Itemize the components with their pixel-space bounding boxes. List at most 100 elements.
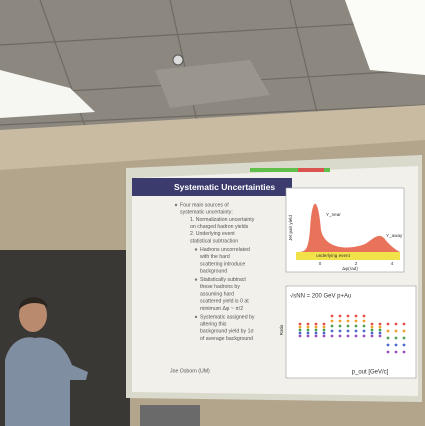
ratio-point — [371, 326, 374, 329]
desk — [140, 405, 200, 426]
ratio-point — [347, 335, 350, 338]
bullet-text: scattered yield is 0 at — [200, 299, 249, 305]
ratio-point — [315, 332, 318, 335]
ratio-point — [363, 325, 366, 328]
ratio-point — [339, 330, 342, 333]
bullet-text: minimum Δφ ~ π/2 — [200, 306, 243, 312]
ratio-point — [371, 329, 374, 332]
bullet-text: with the hard — [200, 254, 230, 260]
ratio-point — [387, 330, 390, 333]
ratio-point — [355, 325, 358, 328]
ratio-point — [347, 320, 350, 323]
bullet-text: 2. Underlying event — [190, 231, 235, 237]
ratio-point — [331, 330, 334, 333]
ratio-point — [395, 351, 398, 354]
scene: Systematic Uncertainties Four main sourc… — [0, 0, 425, 426]
ratio-point — [379, 323, 382, 326]
axis-label: Ratio — [279, 324, 284, 335]
bullet-text: Statistically subtract — [200, 277, 246, 283]
bullet-dot — [175, 204, 177, 206]
ratio-point — [387, 323, 390, 326]
ratio-point — [363, 335, 366, 338]
ratio-point — [307, 326, 310, 329]
plot-header: √sNN = 200 GeV p+Au — [290, 293, 351, 300]
ratio-point — [323, 326, 326, 329]
ratio-point — [395, 344, 398, 347]
bullet-text: statistical subtraction — [190, 238, 238, 244]
bullet-text: assuming hard — [200, 291, 234, 297]
ratio-point — [299, 326, 302, 329]
band-label: underlying event — [316, 253, 350, 258]
ratio-point — [387, 337, 390, 340]
ratio-point — [331, 325, 334, 328]
ratio-point — [403, 323, 406, 326]
axis-label: Δφ(rad) — [342, 266, 358, 271]
bullet-text: Four main sources of — [180, 202, 229, 208]
sprinkler — [173, 55, 183, 65]
ratio-point — [355, 330, 358, 333]
ratio-point — [323, 335, 326, 338]
ratio-point — [355, 315, 358, 318]
ratio-point — [403, 337, 406, 340]
ratio-point — [339, 325, 342, 328]
ratio-point — [395, 323, 398, 326]
tick-label: 0 — [319, 261, 322, 266]
ratio-point — [339, 335, 342, 338]
ratio-point — [331, 335, 334, 338]
bullet-text: these hadrons by — [200, 284, 240, 290]
axis-label: Jet pair yield — [288, 215, 293, 241]
axis-label: p_out [GeV/c] — [352, 370, 389, 376]
ratio-point — [299, 335, 302, 338]
ratio-point — [331, 315, 334, 318]
ratio-point — [339, 320, 342, 323]
bullet-text: background — [200, 268, 227, 274]
bullet-text: background yield by 1σ — [200, 329, 254, 335]
bullet-text: Hadrons uncorrelated — [200, 247, 250, 253]
bullet-dot — [195, 248, 197, 250]
ratio-point — [315, 323, 318, 326]
bullet-text: on charged hadron yields — [190, 224, 249, 230]
ratio-point — [347, 325, 350, 328]
ratio-point — [395, 330, 398, 333]
ratio-point — [355, 335, 358, 338]
ratio-point — [371, 323, 374, 326]
ratio-point — [315, 335, 318, 338]
ratio-point — [371, 335, 374, 338]
bullet-dot — [195, 316, 197, 318]
ratio-point — [347, 315, 350, 318]
ratio-point — [403, 351, 406, 354]
ratio-point — [379, 326, 382, 329]
ratio-point — [355, 320, 358, 323]
bullet-text: altering this — [200, 321, 227, 327]
ratio-point — [331, 320, 334, 323]
bullet-text: 1. Normalization uncertainty — [190, 217, 255, 223]
ratio-point — [363, 330, 366, 333]
ratio-point — [363, 320, 366, 323]
ratio-point — [307, 332, 310, 335]
ratio-point — [299, 329, 302, 332]
ratio-point — [387, 351, 390, 354]
ratio-point — [315, 326, 318, 329]
ratio-point — [323, 332, 326, 335]
bullet-text: Systematic assigned by — [200, 314, 255, 320]
bullet-text: systematic uncertainty: — [180, 210, 233, 216]
peak-label: Y_away — [386, 233, 403, 238]
ratio-point — [315, 329, 318, 332]
peak-label: Y_near — [326, 212, 341, 217]
bullet-text: scattering introduce — [200, 261, 245, 267]
bullet-text: of average background — [200, 336, 253, 342]
ratio-point — [307, 335, 310, 338]
ratio-point — [371, 332, 374, 335]
tick-label: 4 — [391, 261, 394, 266]
ratio-point — [299, 323, 302, 326]
slide-footer: Joe Osborn (UM) — [170, 368, 210, 374]
ratio-point — [347, 330, 350, 333]
ratio-point — [307, 329, 310, 332]
ratio-point — [339, 315, 342, 318]
ratio-point — [395, 337, 398, 340]
ratio-point — [379, 332, 382, 335]
ratio-point — [363, 315, 366, 318]
ratio-point — [387, 344, 390, 347]
ratio-point — [307, 323, 310, 326]
ratio-point — [403, 330, 406, 333]
